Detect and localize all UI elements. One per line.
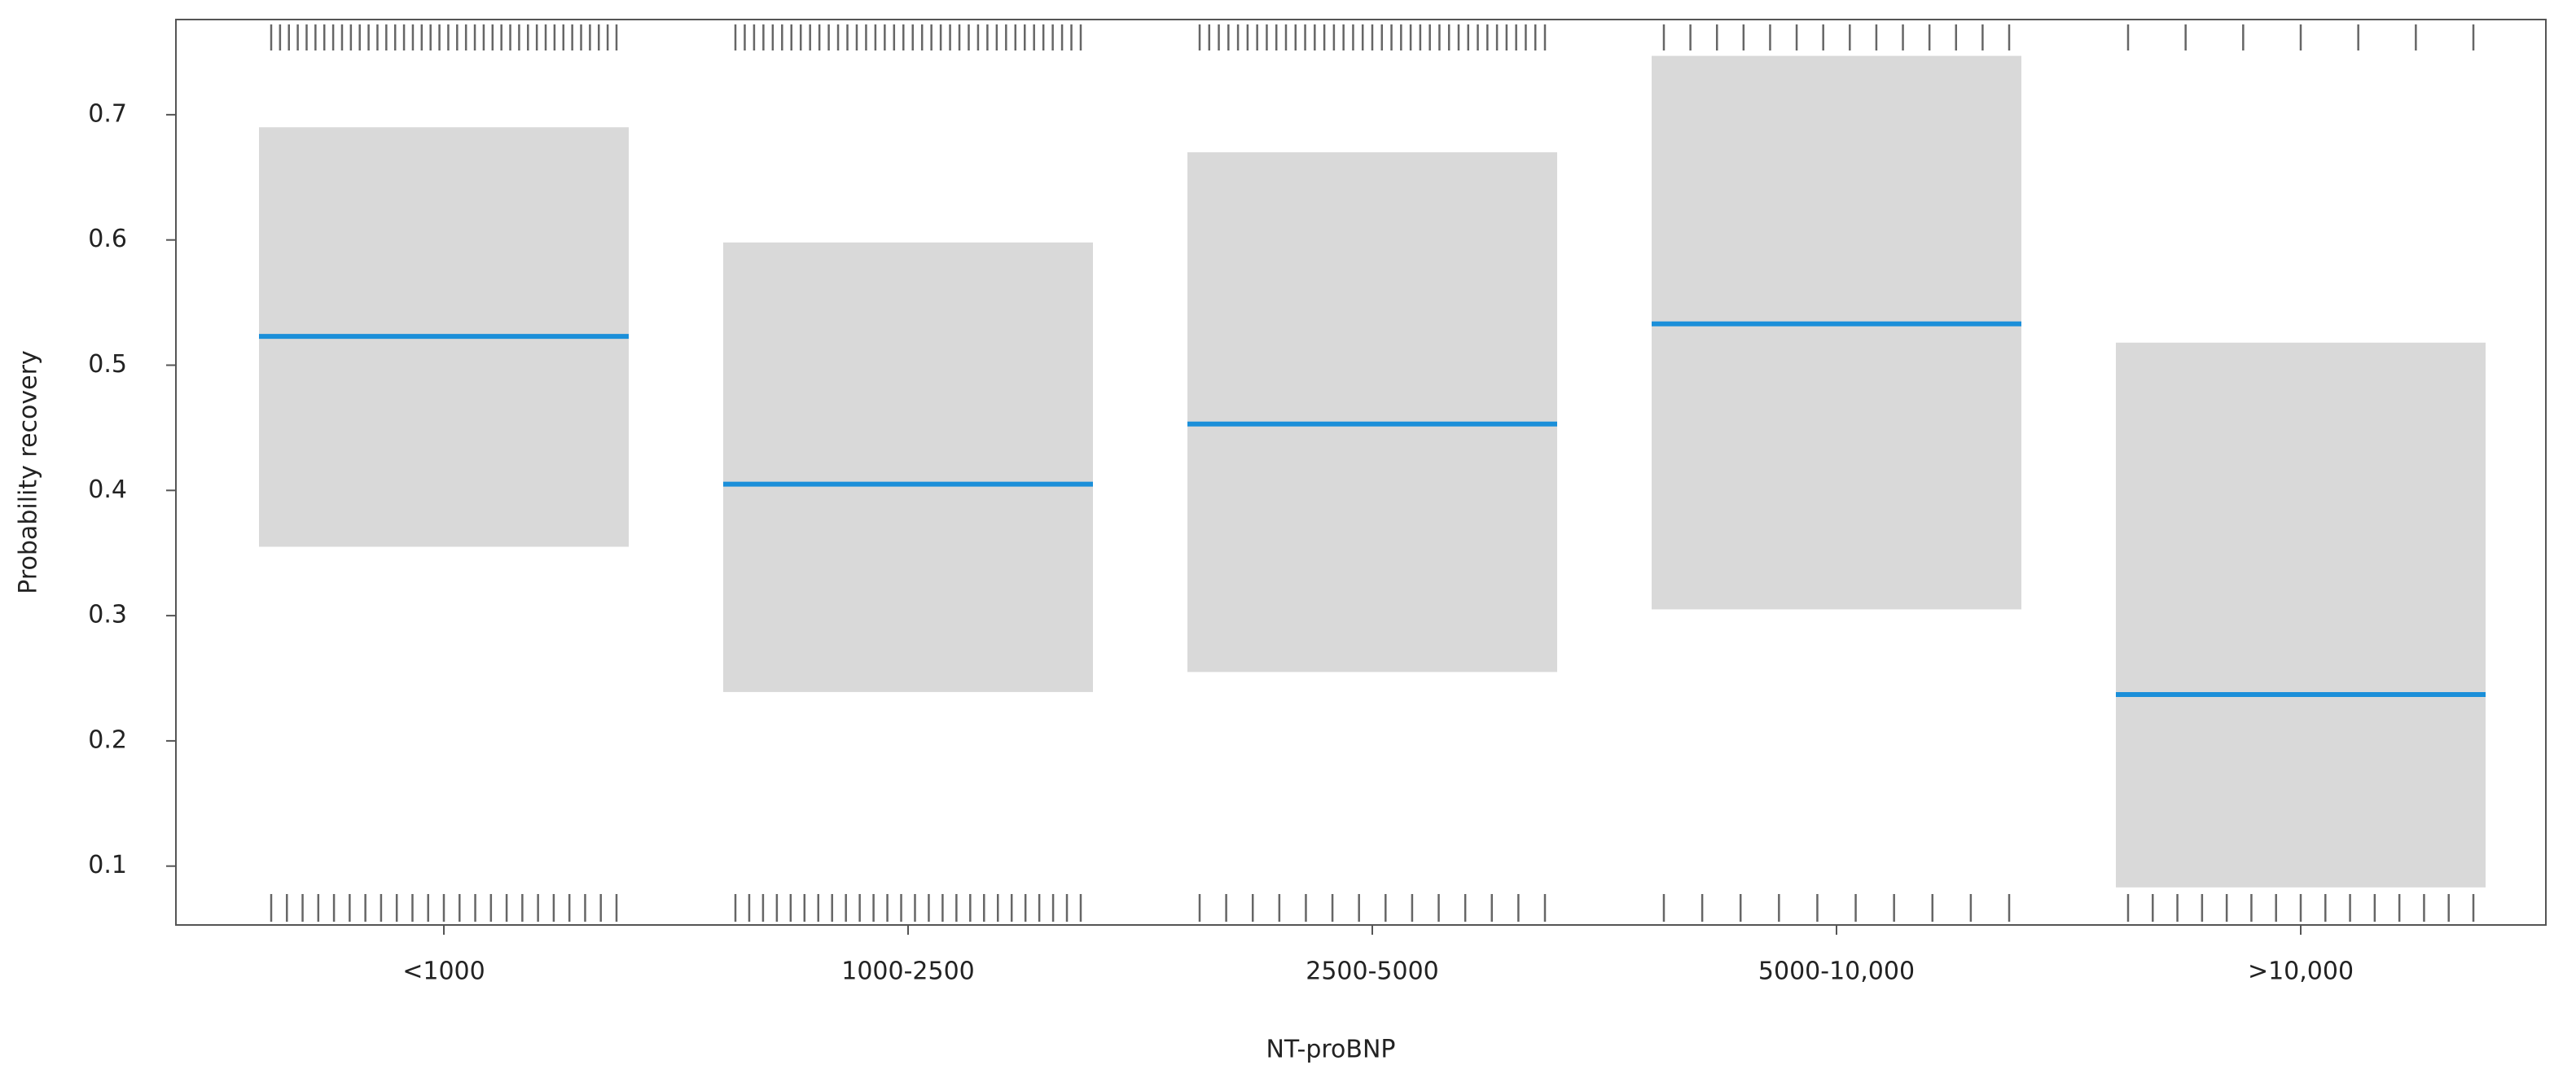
x-tick-label: 5000-10,000: [1758, 958, 1915, 986]
confidence-band: [2116, 342, 2486, 888]
plot-frame: [175, 19, 2547, 926]
x-tick-label: <1000: [402, 958, 485, 986]
x-tick-label: 2500-5000: [1306, 958, 1439, 986]
y-tick-label: 0.6: [88, 225, 127, 253]
y-tick-label: 0.3: [88, 601, 127, 629]
y-tick-label: 0.4: [88, 476, 127, 504]
y-tick-label: 0.1: [88, 851, 127, 879]
x-axis-label: NT-proBNP: [1266, 1036, 1395, 1064]
y-tick-label: 0.2: [88, 725, 127, 754]
confidence-band: [1187, 152, 1557, 673]
x-tick-label: 1000-2500: [841, 958, 975, 986]
confidence-band: [723, 242, 1093, 692]
y-tick-label: 0.7: [88, 99, 127, 128]
y-tick-label: 0.5: [88, 350, 127, 379]
y-axis-label: Probability recovery: [15, 350, 43, 594]
x-tick-label: >10,000: [2248, 958, 2354, 986]
confidence-band: [1652, 55, 2021, 610]
